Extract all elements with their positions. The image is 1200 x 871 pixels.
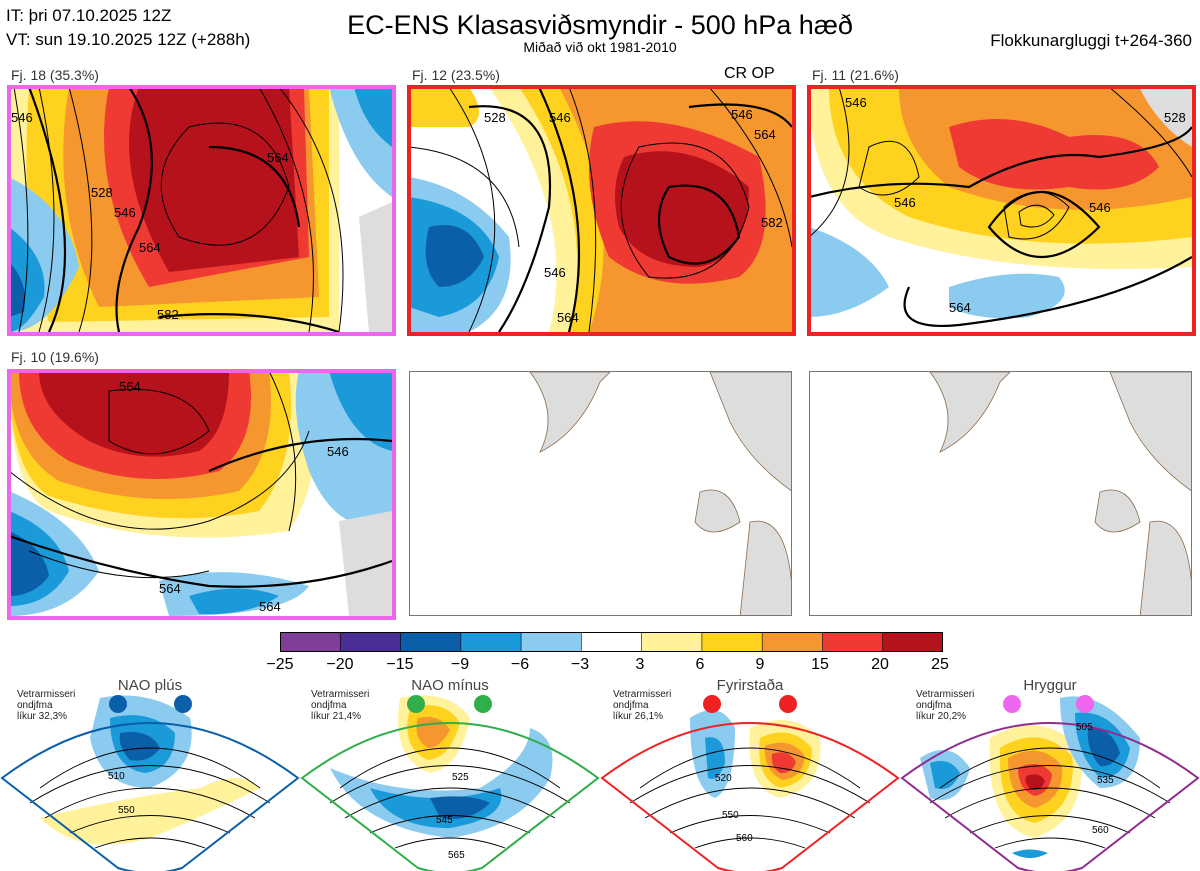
contour-label: 546 (11, 110, 33, 125)
colorbar (280, 632, 943, 652)
classification-window: Flokkunargluggi t+264-360 (990, 31, 1192, 50)
regime-title: NAO mínus (411, 677, 489, 694)
contour-label: 564 (259, 599, 281, 614)
colorbar-tick: −3 (570, 656, 590, 673)
cluster-panel-3[interactable]: 546 546 546 564 528 (809, 87, 1192, 332)
contour-label: 582 (157, 307, 179, 322)
contour-label: 528 (1164, 110, 1186, 125)
panel-4-frame (7, 369, 396, 620)
panel-label-4: Fj. 10 (19.6%) (11, 349, 99, 365)
contour-label: 564 (139, 240, 161, 255)
regime-note: Vetrarmisseri ondjfma líkur 32,3% (17, 689, 76, 722)
regime-note: Vetrarmisseri ondjfma líkur 21,4% (311, 689, 370, 722)
colorbar-tick: −20 (326, 656, 354, 673)
panel-label-3: Fj. 11 (21.6%) (812, 67, 899, 83)
regime-contour-label: 565 (448, 850, 465, 861)
panel-label-2: Fj. 12 (23.5%) (412, 67, 500, 83)
colorbar-segment (761, 632, 824, 652)
colorbar-tick: −6 (510, 656, 530, 673)
regime-nao-plus[interactable]: 510 550 NAO plús Vetrarmisseri ondjfma lík… (0, 677, 300, 871)
regime-contour-label: 505 (1076, 722, 1093, 733)
colorbar-tick: 20 (871, 656, 889, 673)
cluster-map-1: 546 528 546 564 564 582 (9, 87, 392, 332)
regime-map-nao-minus: 525 545 565 (300, 695, 600, 871)
contour-label: 546 (1089, 200, 1111, 215)
contour-label: 564 (119, 379, 141, 394)
colorbar-tick: 15 (811, 656, 829, 673)
regime-contour-label: 560 (736, 833, 753, 844)
regime-contour-label: 560 (1092, 825, 1109, 836)
colorbar-segment (520, 632, 583, 652)
cluster-map-3: 546 546 546 564 528 (809, 87, 1192, 332)
regime-nao-minus[interactable]: 525 545 565 NAO mínus Vetrarmisseri ondjf… (300, 677, 600, 871)
contour-label: 564 (949, 300, 971, 315)
colorbar-segment (882, 632, 943, 652)
contour-label: 564 (557, 310, 579, 325)
contour-label: 546 (731, 107, 753, 122)
colorbar-tick: 25 (931, 656, 949, 673)
cluster-panel-1[interactable]: 546 528 546 564 564 582 (9, 87, 392, 332)
colorbar-tick: −25 (266, 656, 294, 673)
contour-label: 546 (114, 205, 136, 220)
regime-map-blocking: 520 550 560 (600, 695, 900, 871)
regime-contour-label: 550 (722, 810, 739, 821)
regime-contour-label: 510 (108, 771, 125, 782)
regime-contour-label: 525 (452, 772, 469, 783)
regime-contour-label: 545 (436, 815, 453, 826)
empty-map-panel-6 (809, 371, 1192, 616)
contour-label: 546 (327, 444, 349, 459)
colorbar-segment (460, 632, 522, 652)
panel-2-frame (407, 85, 796, 336)
contour-label: 546 (845, 95, 867, 110)
contour-label: 546 (894, 195, 916, 210)
page-subtitle: Miðað við okt 1981-2010 (523, 39, 677, 55)
contour-label: 528 (91, 185, 113, 200)
valid-time: VT: sun 19.10.2025 12Z (+288h) (6, 30, 251, 49)
colorbar-segment (822, 632, 884, 652)
regime-title: NAO plús (117, 677, 183, 694)
cluster-panel-4[interactable]: 564 546 564 564 (9, 371, 392, 616)
contour-label: 528 (484, 110, 506, 125)
control-operational-tag: CR OP (724, 65, 775, 82)
panel-3-frame (807, 85, 1196, 336)
cluster-map-4: 564 546 564 564 (9, 371, 392, 616)
contour-label: 564 (159, 581, 181, 596)
colorbar-segment (280, 632, 342, 652)
colorbar-tick: 6 (695, 656, 705, 673)
colorbar-segment (400, 632, 462, 652)
init-time: IT: þri 07.10.2025 12Z (6, 6, 172, 25)
contour-label: 546 (549, 110, 571, 125)
colorbar-segment (581, 632, 643, 652)
panel-label-1: Fj. 18 (35.3%) (11, 67, 99, 83)
contour-label: 564 (267, 150, 289, 165)
colorbar-segment (339, 632, 402, 652)
regime-map-ridge: 505 535 560 (900, 695, 1200, 871)
regime-title: Hryggur (1023, 677, 1077, 694)
regime-note: Vetrarmisseri ondjfma líkur 20,2% (916, 689, 975, 722)
regime-contour-label: 550 (118, 805, 135, 816)
regime-contour-label: 535 (1097, 775, 1114, 786)
colorbar-tick: 9 (755, 656, 765, 673)
colorbar-tick: −9 (450, 656, 470, 673)
colorbar-segment (701, 632, 763, 652)
colorbar-segment (641, 632, 703, 652)
contour-label: 546 (544, 265, 566, 280)
contour-label: 582 (761, 215, 783, 230)
regime-title: Fyrirstaða (716, 677, 784, 694)
colorbar-tick: −15 (386, 656, 414, 673)
cluster-map-2: 528 546 546 564 582 546 564 (409, 87, 792, 332)
empty-map-panel-5 (409, 371, 792, 616)
contour-label: 564 (754, 127, 776, 142)
panel-1-frame (7, 85, 396, 336)
colorbar-tick: 3 (635, 656, 645, 673)
regime-ridge[interactable]: 505 535 560 Hryggur Vetrarmisseri ondjfma… (900, 677, 1200, 871)
regime-contour-label: 520 (715, 773, 732, 784)
regime-map-nao-plus: 510 550 (0, 695, 300, 871)
cluster-panel-2[interactable]: 528 546 546 564 582 546 564 (409, 87, 792, 332)
regime-blocking[interactable]: 520 550 560 Fyrirstaða Vetrarmisseri ondj… (600, 677, 900, 871)
regime-note: Vetrarmisseri ondjfma líkur 26,1% (613, 689, 672, 722)
page-title: EC-ENS Klasasviðsmyndir - 500 hPa hæð (347, 10, 853, 40)
